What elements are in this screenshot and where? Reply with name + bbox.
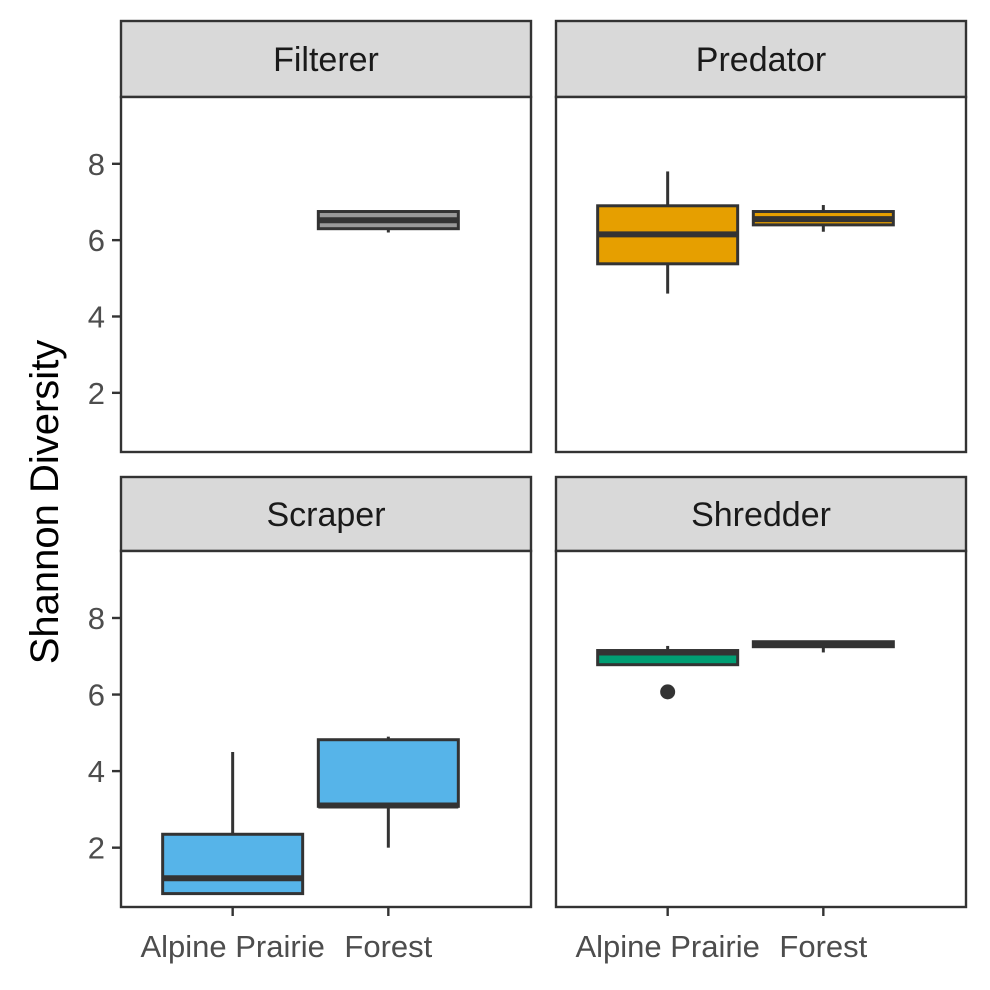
x-tick-label: Forest — [344, 929, 432, 964]
strip-label: Predator — [696, 41, 826, 79]
box-forest — [316, 210, 460, 233]
panel-border — [119, 95, 533, 454]
y-axis-title: Shannon Diversity — [23, 340, 67, 665]
strip-background — [554, 19, 968, 99]
box-body — [161, 832, 305, 896]
y-tick-label: 2 — [88, 831, 105, 866]
strip-label: Scraper — [266, 496, 385, 534]
y-tick-label: 8 — [88, 601, 105, 636]
strip-background — [554, 475, 968, 553]
strip-label: Shredder — [691, 496, 831, 534]
box-body — [316, 738, 460, 808]
y-tick-label: 2 — [88, 376, 105, 411]
y-tick-label: 6 — [88, 678, 105, 713]
y-tick-label: 8 — [88, 147, 105, 182]
panel-border — [554, 549, 968, 909]
outlier-point — [660, 684, 676, 700]
panel-border — [554, 95, 968, 454]
panel-predator: Predator — [554, 19, 968, 454]
y-tick-label: 4 — [88, 299, 105, 334]
y-tick-label: 4 — [88, 754, 105, 789]
box-forest — [751, 205, 895, 232]
panel-shredder: Shredder Alpine Prairie Forest — [554, 475, 968, 964]
strip-background — [119, 19, 533, 99]
strip-background — [119, 475, 533, 553]
strip-label: Filterer — [273, 41, 379, 79]
x-tick-label: Forest — [779, 929, 867, 964]
x-tick-label: Alpine Prairie — [575, 929, 759, 964]
y-tick-label: 6 — [88, 223, 105, 258]
panel-scraper: Scraper 2 4 6 8 Alpine Prairie Forest — [88, 475, 533, 964]
box-alpine-prairie — [161, 751, 305, 896]
box-forest — [316, 736, 460, 848]
box-forest — [751, 640, 895, 653]
x-tick-label: Alpine Prairie — [140, 929, 324, 964]
box-alpine-prairie — [596, 171, 740, 294]
box-alpine-prairie — [596, 645, 740, 700]
panel-filterer: Filterer 2 4 6 8 — [88, 19, 533, 454]
